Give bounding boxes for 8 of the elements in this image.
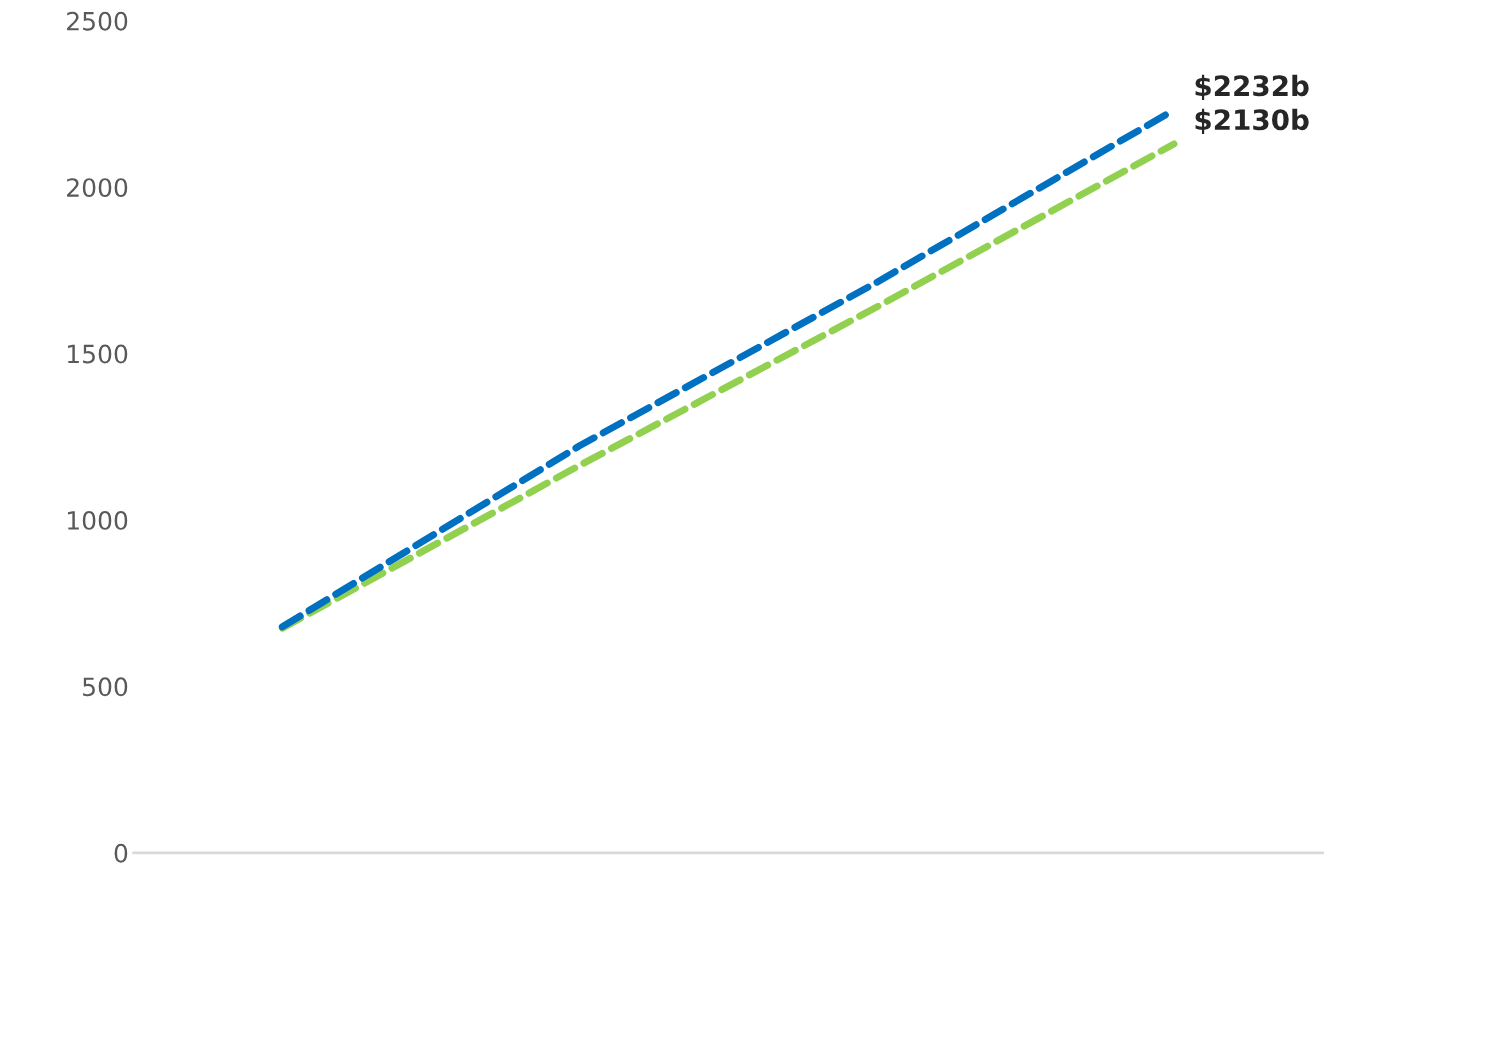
data-label: $2130b bbox=[1195, 108, 1309, 134]
y-tick-label: 1000 bbox=[68, 510, 128, 530]
y-tick-label: 2500 bbox=[67, 11, 128, 31]
y-tick-label: 1500 bbox=[68, 344, 128, 364]
data-label: $2232b bbox=[1195, 74, 1309, 100]
y-tick-label: 0 bbox=[114, 843, 128, 863]
y-tick-label: 500 bbox=[83, 677, 128, 697]
y-tick-label: 2000 bbox=[67, 178, 128, 198]
